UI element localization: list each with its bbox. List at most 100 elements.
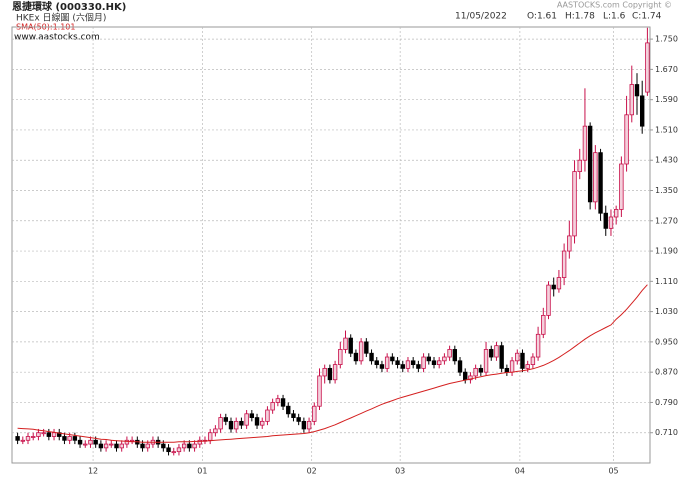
x-tick-label: 12 [88, 467, 98, 476]
candle-body [541, 314, 546, 335]
candle-body [515, 352, 520, 362]
candle-body [577, 159, 582, 172]
candle-body [384, 356, 390, 369]
candle-body [442, 356, 447, 362]
candle-body [312, 405, 317, 422]
x-tick-label: 05 [608, 467, 618, 476]
y-tick-label: 1.270 [655, 216, 678, 225]
candle-body [343, 337, 348, 350]
x-tick-label: 03 [395, 467, 405, 476]
candle-body [494, 345, 499, 358]
candle-body [353, 352, 359, 362]
quote-date: 11/05/2022 [455, 12, 507, 22]
candle-body [244, 413, 249, 426]
candle-body [478, 367, 484, 373]
candle-body [140, 443, 145, 449]
y-tick-label: 1.350 [655, 186, 678, 195]
candle-body [83, 443, 88, 446]
candle-body [119, 443, 124, 449]
candle-body [369, 352, 374, 362]
quote-open: O:1.61 [527, 12, 557, 22]
candle-body [275, 398, 281, 403]
candle-body [67, 436, 72, 441]
candle-body [546, 284, 551, 316]
candle-body [473, 367, 478, 377]
y-tick-label: 1.670 [655, 65, 678, 74]
plot-frame [11, 26, 651, 464]
candle-body [561, 250, 567, 278]
candle-body [317, 375, 322, 407]
candle-body [228, 420, 234, 430]
candle-body [286, 405, 291, 415]
candle-body [567, 235, 572, 252]
candle-body [218, 417, 223, 430]
copyright: AASTOCKS.com Copyright © [557, 1, 672, 10]
candle-body [109, 443, 114, 446]
quote-close: C:1.74 [632, 12, 662, 22]
candle-body [587, 125, 593, 203]
candle-body [395, 360, 400, 365]
candle-body [358, 341, 364, 362]
candle-body [327, 367, 333, 381]
candle-body [93, 439, 98, 445]
candle-body [613, 209, 619, 218]
candle-body [499, 345, 504, 369]
x-tick-label: 01 [197, 467, 207, 476]
candle-body [51, 432, 57, 437]
candle-body [551, 284, 556, 290]
candle-body [25, 436, 31, 441]
candle-body [171, 451, 176, 454]
candle-body [535, 333, 541, 358]
candle-body [296, 417, 301, 422]
candle-body [223, 417, 228, 422]
candle-body [249, 413, 255, 418]
candle-body [332, 364, 338, 381]
candle-body [260, 420, 265, 426]
candle-body [489, 349, 494, 358]
candle-body [483, 349, 489, 373]
candle-body [20, 439, 26, 442]
candle-body [192, 443, 197, 449]
candle-body [145, 443, 150, 449]
candle-body [124, 439, 130, 445]
quote-high: H:1.78 [565, 12, 595, 22]
candle-body [624, 114, 629, 165]
candle-body [114, 443, 119, 449]
candle-body [634, 84, 640, 97]
candle-body [582, 125, 588, 161]
candle-body [645, 42, 650, 93]
candle-body [62, 436, 67, 441]
candle-body [270, 402, 275, 411]
candle-body [603, 212, 608, 229]
candle-body [608, 216, 614, 229]
candle-body [348, 337, 353, 354]
candle-body [265, 409, 270, 422]
candle-body [437, 360, 442, 365]
candle-body [166, 447, 171, 453]
candle-body [619, 163, 624, 210]
candle-body [364, 341, 369, 354]
y-tick-label: 0.710 [655, 428, 678, 437]
candle-body [390, 356, 395, 362]
quote-low: L:1.6 [603, 12, 626, 22]
chart-subtitle: HKEx 日線圖 (六個月) [16, 12, 106, 24]
candle-body [463, 371, 468, 381]
candle-body [88, 439, 93, 445]
candle-body [572, 171, 577, 237]
candle-body [421, 356, 426, 369]
candle-body [72, 436, 78, 441]
y-tick-label: 1.030 [655, 307, 678, 316]
candle-body [629, 84, 634, 116]
website: www.aastocks.com [14, 33, 100, 43]
candle-body [410, 360, 416, 365]
candle-body [639, 95, 645, 127]
candle-body [322, 367, 327, 377]
candle-body [598, 152, 603, 214]
candle-body [301, 420, 307, 430]
y-tick-label: 1.750 [655, 35, 678, 44]
candle-body [161, 443, 166, 449]
sma-line [17, 284, 648, 443]
candle-body [77, 439, 83, 445]
